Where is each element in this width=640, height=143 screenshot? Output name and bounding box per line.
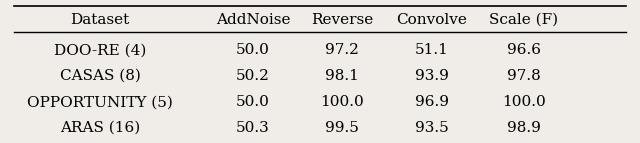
Text: AddNoise: AddNoise xyxy=(216,13,291,27)
Text: OPPORTUNITY (5): OPPORTUNITY (5) xyxy=(28,95,173,109)
Text: 96.6: 96.6 xyxy=(507,43,541,57)
Text: DOO-RE (4): DOO-RE (4) xyxy=(54,43,147,57)
Text: 51.1: 51.1 xyxy=(415,43,449,57)
Text: 98.1: 98.1 xyxy=(325,69,359,83)
Text: Reverse: Reverse xyxy=(311,13,373,27)
Text: 93.5: 93.5 xyxy=(415,121,449,135)
Text: 50.3: 50.3 xyxy=(236,121,270,135)
Text: 98.9: 98.9 xyxy=(507,121,541,135)
Text: 50.0: 50.0 xyxy=(236,95,270,109)
Text: 93.9: 93.9 xyxy=(415,69,449,83)
Text: 99.5: 99.5 xyxy=(325,121,359,135)
Text: 97.2: 97.2 xyxy=(325,43,359,57)
Text: Dataset: Dataset xyxy=(70,13,130,27)
Text: 97.8: 97.8 xyxy=(507,69,541,83)
Text: Scale (F): Scale (F) xyxy=(490,13,559,27)
Text: 50.2: 50.2 xyxy=(236,69,270,83)
Text: ARAS (16): ARAS (16) xyxy=(60,121,140,135)
Text: 50.0: 50.0 xyxy=(236,43,270,57)
Text: 100.0: 100.0 xyxy=(502,95,546,109)
Text: Convolve: Convolve xyxy=(396,13,467,27)
Text: 96.9: 96.9 xyxy=(415,95,449,109)
Text: CASAS (8): CASAS (8) xyxy=(60,69,141,83)
Text: 100.0: 100.0 xyxy=(321,95,364,109)
